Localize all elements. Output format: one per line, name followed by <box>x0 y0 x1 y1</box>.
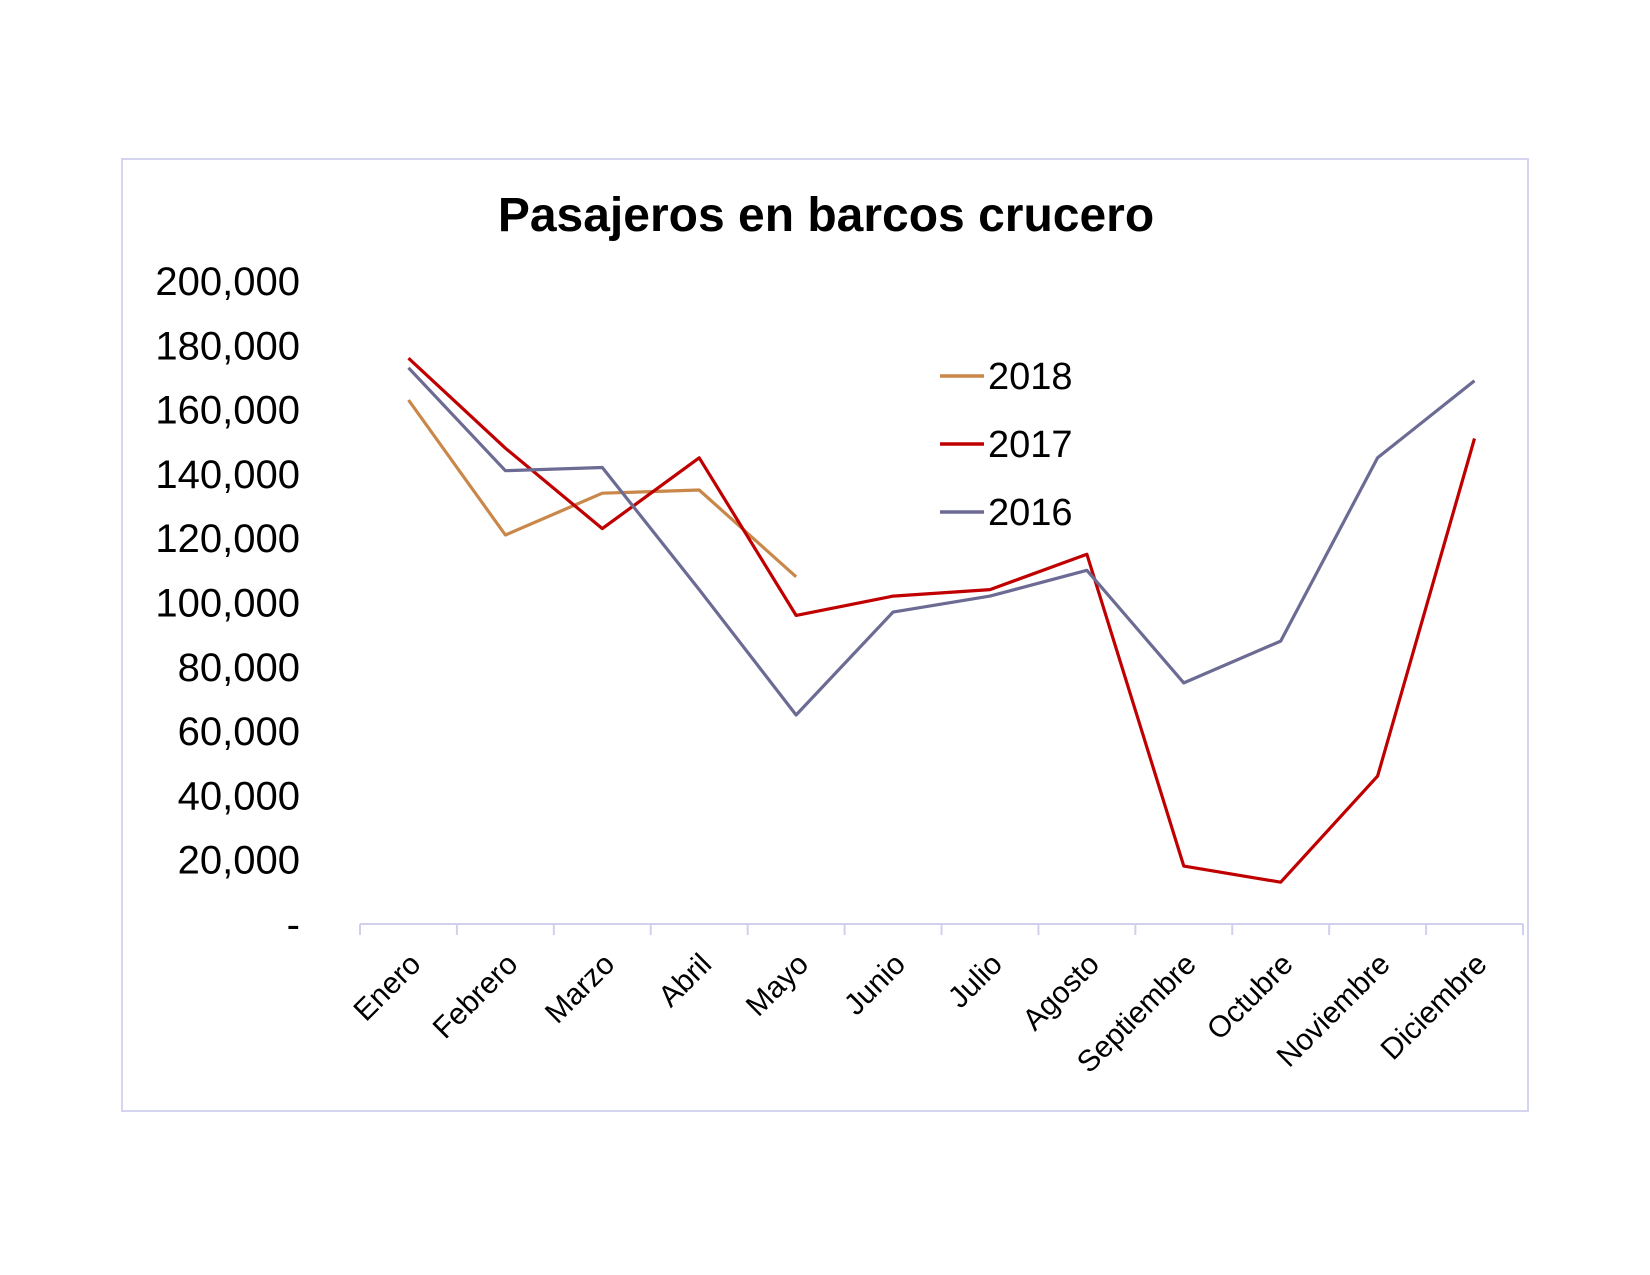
x-tick-label: Julio <box>942 948 1009 1015</box>
x-tick-label: Abril <box>652 948 718 1014</box>
series-lines <box>407 357 1477 884</box>
x-tick-label: Diciembre <box>1375 948 1494 1067</box>
x-tick-label: Mayo <box>740 948 815 1023</box>
chart-title: Pasajeros en barcos crucero <box>498 189 1154 242</box>
x-tick-label: Marzo <box>539 948 621 1030</box>
y-tick-label: 140,000 <box>155 453 300 497</box>
legend-label-2016: 2016 <box>988 492 1073 534</box>
x-tick-label: Febrero <box>427 948 525 1046</box>
y-tick-label: 120,000 <box>155 517 300 561</box>
y-tick-label: 100,000 <box>155 582 300 626</box>
x-axis-labels: Enero Febrero Marzo Abril Mayo Junio Julio Agos… <box>347 948 1493 1080</box>
legend: 2018 2017 2016 <box>940 356 1073 534</box>
x-tick-label: Junio <box>838 948 912 1022</box>
series-line-2017 <box>407 357 1477 884</box>
y-tick-label: 40,000 <box>178 774 300 818</box>
x-tick-label: Enero <box>347 948 427 1028</box>
y-tick-label: 20,000 <box>178 839 300 883</box>
y-tick-label: 80,000 <box>178 646 300 690</box>
series-line-2016 <box>407 366 1476 717</box>
y-axis-labels: - 20,000 40,000 60,000 80,000 100,000 120,000 1… <box>155 260 300 947</box>
series-line-2018 <box>407 399 798 578</box>
y-tick-label: 160,000 <box>155 389 300 433</box>
x-tick-label: Octubre <box>1201 948 1300 1047</box>
y-tick-label: 200,000 <box>155 260 300 304</box>
chart-frame <box>121 158 1529 1112</box>
y-tick-label: 60,000 <box>178 710 300 754</box>
y-tick-label: 180,000 <box>155 324 300 368</box>
x-tick-label: Agosto <box>1016 948 1105 1037</box>
x-axis <box>359 923 1524 935</box>
y-tick-label: - <box>287 903 300 947</box>
legend-label-2017: 2017 <box>988 424 1073 466</box>
legend-label-2018: 2018 <box>988 356 1073 398</box>
